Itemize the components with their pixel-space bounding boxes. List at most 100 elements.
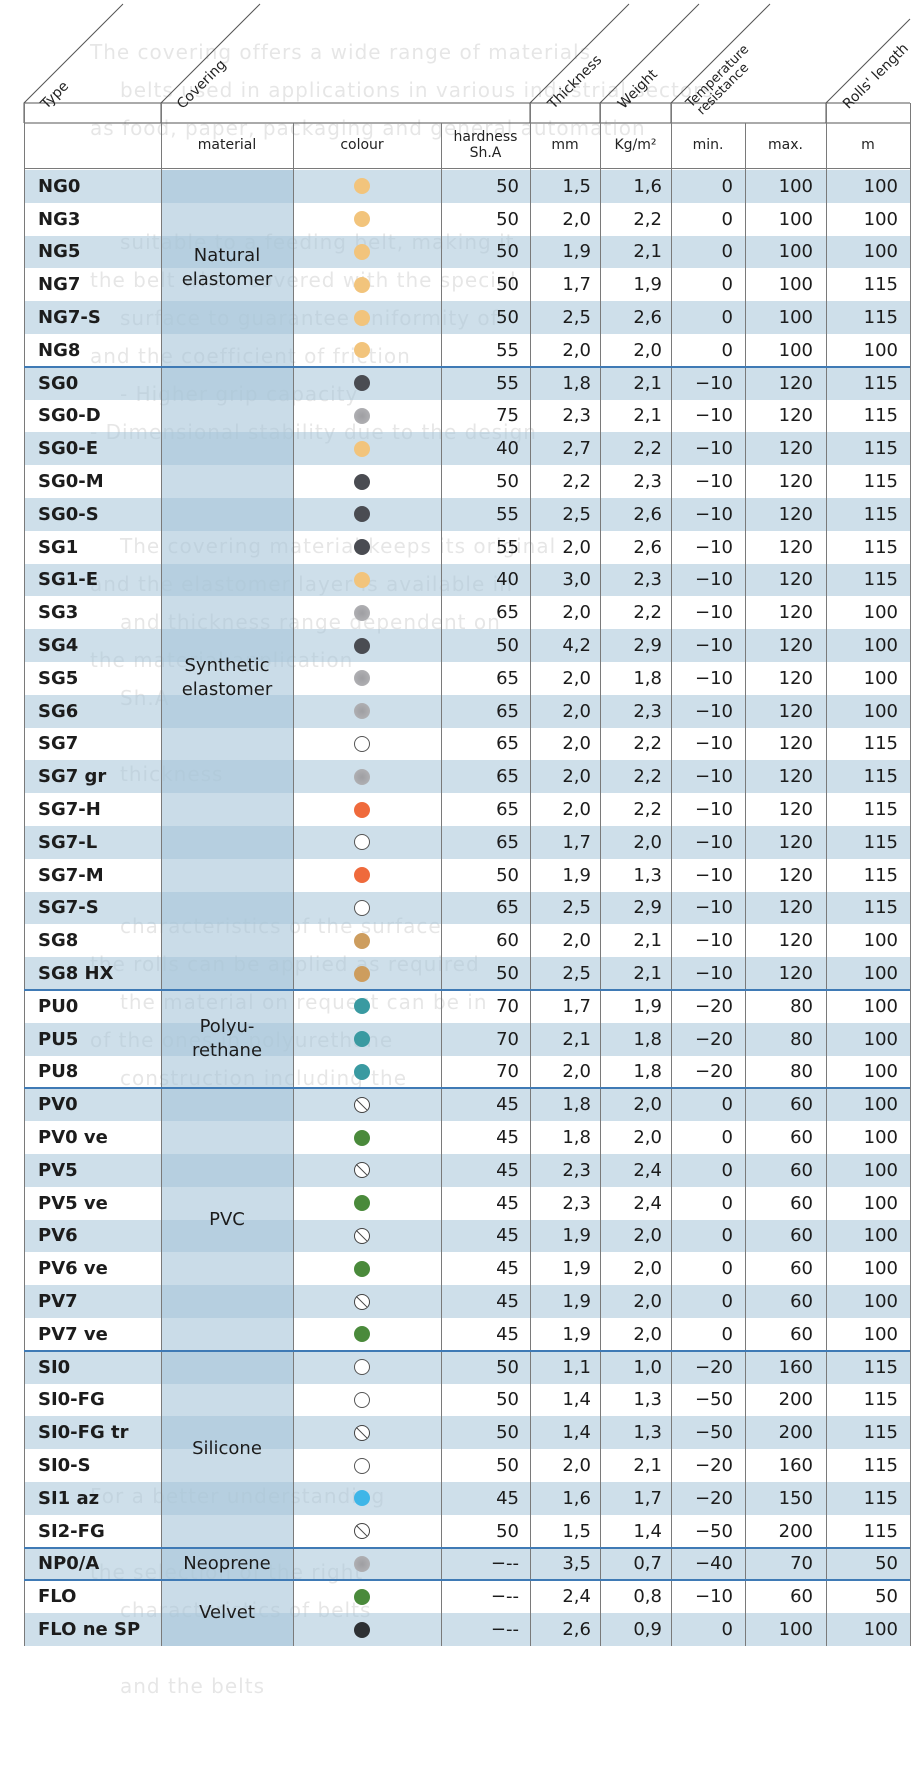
type-cell: NP0/A (38, 1553, 100, 1575)
hardness-cell: 45 (496, 1094, 519, 1116)
temp-min-cell: 0 (721, 1192, 733, 1214)
rolls-length-cell: 115 (863, 766, 898, 788)
colour-swatch-beige (354, 342, 370, 359)
colour-swatch-teal (354, 998, 370, 1015)
weight-cell: 1,3 (633, 1422, 662, 1444)
colour-cell (293, 1351, 431, 1384)
hardness-cell: 45 (496, 1487, 519, 1509)
colour-swatch-green (354, 1326, 370, 1343)
colour-cell (293, 1580, 431, 1613)
temp-max-cell: 120 (778, 667, 813, 689)
temp-max-cell: 100 (778, 1619, 813, 1641)
thickness-cell: 1,5 (562, 175, 591, 197)
temp-min-cell: −40 (695, 1553, 733, 1575)
grid-line-vertical (161, 103, 162, 1646)
subheader-hardness: hardness Sh.A (453, 129, 518, 161)
grid-line-vertical (441, 123, 442, 1646)
weight-cell: 2,0 (633, 1323, 662, 1345)
rolls-length-cell: 100 (863, 1061, 898, 1083)
colour-swatch-green (354, 1260, 370, 1277)
weight-cell: 2,1 (633, 930, 662, 952)
weight-cell: 2,0 (633, 831, 662, 853)
hardness-cell: 45 (496, 1323, 519, 1345)
weight-cell: 2,3 (633, 569, 662, 591)
type-cell: NG0 (38, 175, 81, 197)
thickness-cell: 1,4 (562, 1422, 591, 1444)
hardness-cell: 50 (496, 1520, 519, 1542)
weight-cell: 2,1 (633, 372, 662, 394)
weight-cell: 1,8 (633, 1061, 662, 1083)
thickness-cell: 2,5 (562, 307, 591, 329)
colour-swatch-green (354, 1588, 370, 1605)
temp-max-cell: 60 (790, 1258, 813, 1280)
rolls-length-cell: 115 (863, 274, 898, 296)
grid-line-vertical (24, 103, 25, 1646)
temp-min-cell: 0 (721, 175, 733, 197)
weight-cell: 2,9 (633, 897, 662, 919)
colour-swatch-gray (354, 703, 370, 720)
colour-cell (293, 1252, 431, 1285)
weight-cell: 1,7 (633, 1487, 662, 1509)
temp-min-cell: −10 (695, 405, 733, 427)
weight-cell: 2,3 (633, 700, 662, 722)
rolls-length-cell: 115 (863, 536, 898, 558)
type-cell: PV6 ve (38, 1258, 108, 1280)
colour-swatch-teal (354, 1063, 370, 1080)
temp-max-cell: 100 (778, 307, 813, 329)
hardness-cell: −-- (490, 1586, 519, 1608)
rolls-length-cell: 100 (863, 963, 898, 985)
colour-cell (293, 367, 431, 400)
type-cell: SI0-FG tr (38, 1422, 129, 1444)
rolls-length-cell: 100 (863, 1291, 898, 1313)
temp-min-cell: 0 (721, 274, 733, 296)
colour-swatch-beige (354, 571, 370, 588)
group-material-label: Natural elastomer (181, 245, 273, 291)
grid-line-horizontal (24, 168, 910, 169)
rolls-length-cell: 100 (863, 930, 898, 952)
rolls-length-cell: 100 (863, 1028, 898, 1050)
rolls-length-cell: 115 (863, 307, 898, 329)
temp-min-cell: 0 (721, 1159, 733, 1181)
type-cell: SG0 (38, 372, 79, 394)
group-material-label: Synthetic elastomer (181, 655, 273, 701)
colour-cell (293, 892, 431, 925)
temp-min-cell: −10 (695, 471, 733, 493)
hardness-cell: 45 (496, 1225, 519, 1247)
weight-cell: 2,1 (633, 405, 662, 427)
subheader-material: material (197, 137, 257, 153)
hardness-cell: 50 (496, 307, 519, 329)
colour-swatch-green (354, 1129, 370, 1146)
colour-cell (293, 465, 431, 498)
group-block (161, 1350, 293, 1548)
temp-min-cell: −20 (695, 1028, 733, 1050)
colour-cell (293, 924, 431, 957)
hardness-cell: 65 (496, 831, 519, 853)
temp-max-cell: 100 (778, 274, 813, 296)
colour-cell (293, 1220, 431, 1253)
type-cell: NG5 (38, 241, 81, 263)
rolls-length-cell: 115 (863, 1520, 898, 1542)
rolls-length-cell: 115 (863, 1455, 898, 1477)
colour-cell (293, 793, 431, 826)
thickness-cell: 2,0 (562, 799, 591, 821)
temp-max-cell: 120 (778, 864, 813, 886)
hardness-cell: 55 (496, 339, 519, 361)
rolls-length-cell: 100 (863, 995, 898, 1017)
thickness-cell: 4,2 (562, 635, 591, 657)
temp-max-cell: 60 (790, 1291, 813, 1313)
colour-cell (293, 859, 431, 892)
type-cell: PV0 (38, 1094, 78, 1116)
hardness-cell: 65 (496, 700, 519, 722)
colour-swatch-green (354, 1195, 370, 1212)
thickness-cell: 2,0 (562, 1061, 591, 1083)
colour-swatch-dark (354, 473, 370, 490)
colour-cell (293, 1187, 431, 1220)
colour-swatch-none (354, 1293, 370, 1310)
temp-max-cell: 120 (778, 602, 813, 624)
weight-cell: 2,9 (633, 635, 662, 657)
colour-swatch-beige (354, 276, 370, 293)
rolls-length-cell: 100 (863, 602, 898, 624)
thickness-cell: 2,0 (562, 1455, 591, 1477)
colour-cell (293, 236, 431, 269)
rolls-length-cell: 100 (863, 1192, 898, 1214)
